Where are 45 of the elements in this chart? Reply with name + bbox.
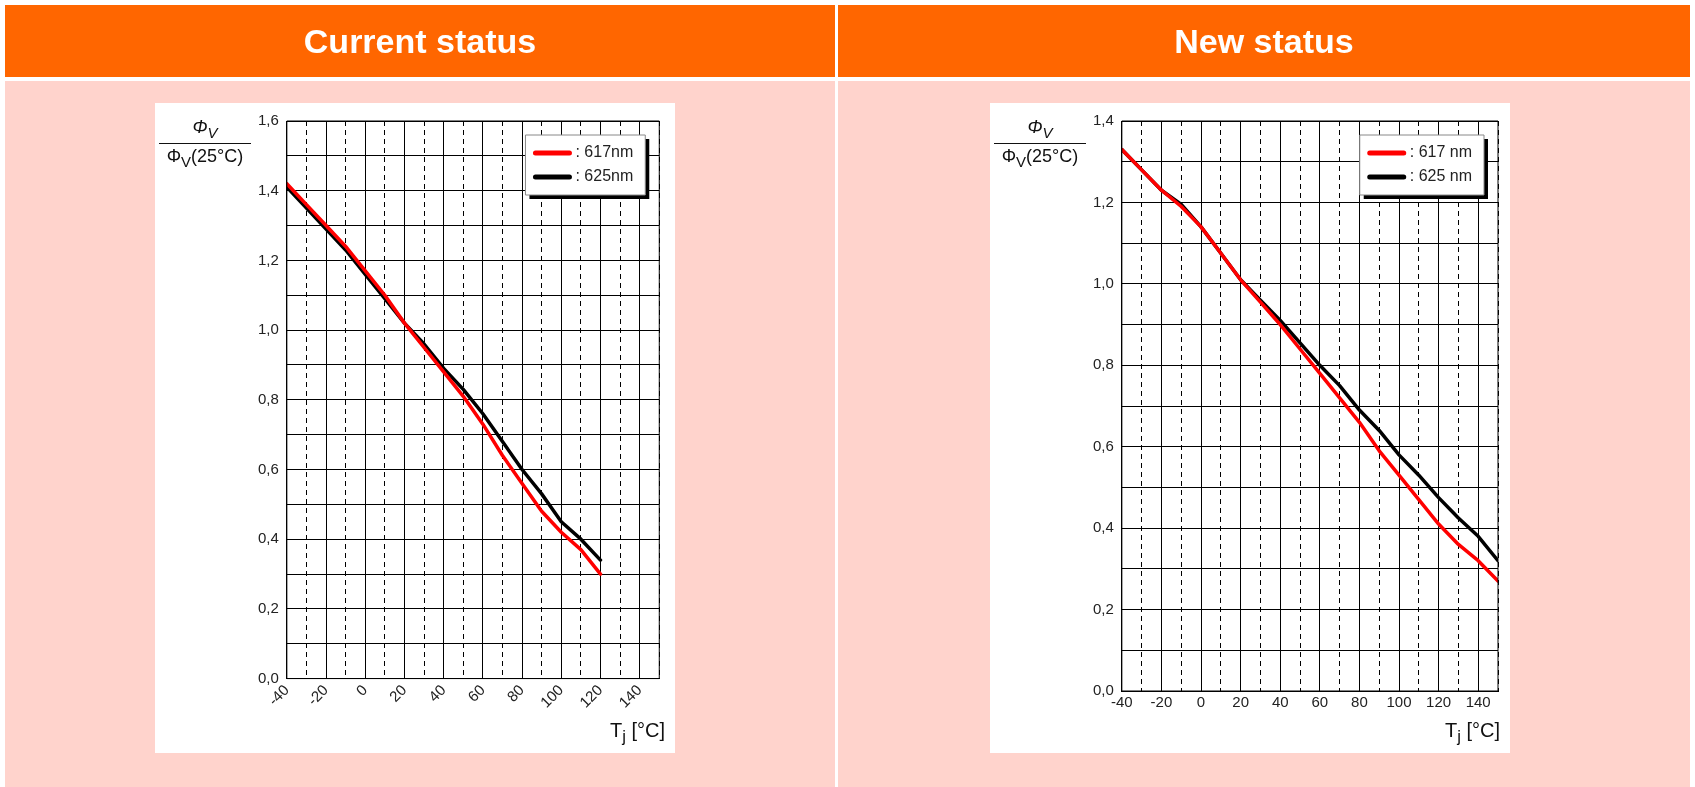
y-tick-label: 0,0 <box>257 668 279 686</box>
x-tick-label: 0 <box>352 680 371 699</box>
x-tick-label: -20 <box>303 680 332 709</box>
y-tick-label: 1,0 <box>257 320 279 338</box>
y-tick-label: 1,4 <box>257 180 279 198</box>
y-tick-label: 1,2 <box>1092 192 1114 210</box>
x-tick-label: 100 <box>536 680 567 711</box>
x-tick-label: 60 <box>1311 693 1329 711</box>
x-tick-label: 20 <box>385 680 410 705</box>
x-tick-label: 40 <box>424 680 449 705</box>
x-tick-label: 100 <box>1386 693 1412 711</box>
y-tick-label: 1,4 <box>1092 111 1114 129</box>
legend-label: : 625nm <box>575 167 634 185</box>
y-tick-label: 0,2 <box>1092 599 1114 617</box>
y-tick-label: 0,6 <box>257 459 279 477</box>
x-tick-label: 80 <box>1351 693 1368 711</box>
y-tick-label: 0,4 <box>1092 518 1114 536</box>
legend-label: : 617 nm <box>1409 143 1473 161</box>
x-tick-label: 120 <box>575 680 606 711</box>
x-tick-label: 80 <box>503 680 528 705</box>
y-tick-label: 0,2 <box>257 599 279 617</box>
x-axis-title: T$_{j}$ [°C] <box>1444 719 1500 747</box>
x-tick-label: 140 <box>1465 693 1491 711</box>
text: Φ$_{V}$ Φ$_{V}$(25°C) <box>166 117 244 170</box>
chart-title: New status <box>838 5 1690 77</box>
legend-label: : 625 nm <box>1409 167 1473 185</box>
x-tick-label: 0 <box>1196 693 1206 711</box>
text: Φ$_{V}$ Φ$_{V}$(25°C) <box>1001 117 1079 170</box>
x-axis-title: T$_{j}$ [°C] <box>609 719 665 747</box>
y-tick-label: 0,6 <box>1092 436 1114 454</box>
y-tick-label: 1,0 <box>1092 274 1114 291</box>
x-tick-label: 60 <box>464 680 488 705</box>
x-tick-label: 120 <box>1426 693 1452 711</box>
x-tick-label: 20 <box>1232 693 1249 711</box>
y-tick-label: 1,6 <box>257 111 279 129</box>
x-tick-label: -20 <box>1150 693 1173 711</box>
y-tick-label: 0,8 <box>1092 355 1114 373</box>
legend-label: : 617nm <box>575 143 634 161</box>
y-tick-label: 0,0 <box>1092 681 1114 699</box>
y-tick-label: 0,8 <box>257 389 279 407</box>
x-tick-label: 40 <box>1271 693 1289 711</box>
y-tick-label: 0,4 <box>257 529 279 547</box>
x-tick-label: 140 <box>615 680 645 711</box>
chart-title: Current status <box>5 5 835 77</box>
y-tick-label: 1,2 <box>257 250 279 268</box>
